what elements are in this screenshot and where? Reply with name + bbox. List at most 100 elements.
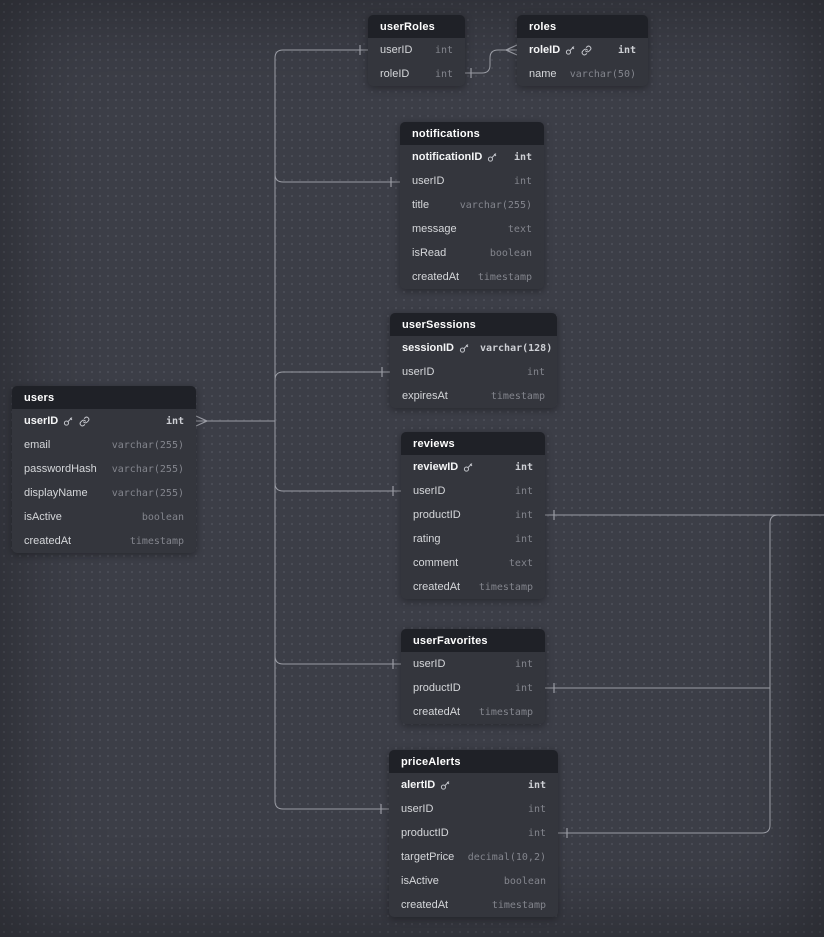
table-header[interactable]: users	[12, 386, 196, 409]
table-reviews[interactable]: reviews reviewID int userID int productID int r…	[401, 432, 545, 599]
table-title: notifications	[412, 127, 480, 140]
field-row-reviews-comment[interactable]: comment text	[401, 551, 545, 575]
field-type: timestamp	[478, 706, 533, 718]
field-row-roles-name[interactable]: name varchar(50)	[517, 62, 648, 86]
field-row-users-email[interactable]: email varchar(255)	[12, 433, 196, 457]
table-userSessions[interactable]: userSessions sessionID varchar(128) userID i…	[390, 313, 557, 408]
field-row-priceAlerts-targetPrice[interactable]: targetPrice decimal(10,2)	[389, 845, 558, 869]
field-name: roleID	[529, 44, 561, 56]
field-row-userRoles-userID[interactable]: userID int	[368, 38, 465, 62]
field-row-reviews-productID[interactable]: productID int	[401, 503, 545, 527]
field-type: int	[527, 827, 546, 839]
table-userFavorites[interactable]: userFavorites userID int productID int create…	[401, 629, 545, 724]
field-name: userID	[24, 415, 59, 427]
field-name: targetPrice	[401, 851, 455, 863]
field-type: int	[527, 779, 546, 791]
field-row-users-displayName[interactable]: displayName varchar(255)	[12, 481, 196, 505]
field-row-userFavorites-productID[interactable]: productID int	[401, 676, 545, 700]
field-row-userRoles-roleID[interactable]: roleID int	[368, 62, 465, 86]
field-row-notifications-createdAt[interactable]: createdAt timestamp	[400, 265, 544, 289]
field-type: varchar(255)	[111, 463, 184, 475]
table-notifications[interactable]: notifications notificationID int userID int t…	[400, 122, 544, 289]
field-name: isActive	[24, 511, 62, 523]
field-row-priceAlerts-alertID[interactable]: alertID int	[389, 773, 558, 797]
field-name: isActive	[401, 875, 439, 887]
field-name: createdAt	[413, 581, 461, 593]
field-type: decimal(10,2)	[467, 851, 546, 863]
field-name: productID	[401, 827, 449, 839]
relationship-line[interactable]	[196, 49, 368, 422]
field-row-roles-roleID[interactable]: roleID int	[517, 38, 648, 62]
relationship-line[interactable]	[274, 655, 401, 665]
field-row-notifications-title[interactable]: title varchar(255)	[400, 193, 544, 217]
field-row-userFavorites-createdAt[interactable]: createdAt timestamp	[401, 700, 545, 724]
field-row-reviews-rating[interactable]: rating int	[401, 527, 545, 551]
field-row-notifications-isRead[interactable]: isRead boolean	[400, 241, 544, 265]
field-type: timestamp	[490, 390, 545, 402]
field-row-reviews-createdAt[interactable]: createdAt timestamp	[401, 575, 545, 599]
field-row-priceAlerts-createdAt[interactable]: createdAt timestamp	[389, 893, 558, 917]
field-row-reviews-userID[interactable]: userID int	[401, 479, 545, 503]
field-row-priceAlerts-isActive[interactable]: isActive boolean	[389, 869, 558, 893]
field-type: int	[434, 68, 453, 80]
link-icon	[581, 45, 592, 56]
table-header[interactable]: userRoles	[368, 15, 465, 38]
field-type: varchar(255)	[459, 199, 532, 211]
field-type: int	[514, 461, 533, 473]
field-type: varchar(255)	[111, 439, 184, 451]
table-header[interactable]: notifications	[400, 122, 544, 145]
relationship-line[interactable]	[558, 514, 779, 834]
field-name: userID	[402, 366, 435, 378]
field-type: int	[513, 175, 532, 187]
field-name: createdAt	[24, 535, 72, 547]
table-title: users	[24, 391, 55, 404]
field-name: alertID	[401, 779, 436, 791]
field-type: int	[514, 509, 533, 521]
field-type: int	[514, 682, 533, 694]
field-type: varchar(50)	[569, 68, 636, 80]
field-row-users-isActive[interactable]: isActive boolean	[12, 505, 196, 529]
table-priceAlerts[interactable]: priceAlerts alertID int userID int productID i…	[389, 750, 558, 917]
table-header[interactable]: roles	[517, 15, 648, 38]
field-row-users-userID[interactable]: userID int	[12, 409, 196, 433]
table-header[interactable]: priceAlerts	[389, 750, 558, 773]
relationship-line[interactable]	[274, 421, 389, 810]
relationship-line[interactable]	[465, 49, 517, 74]
key-icon	[440, 780, 451, 791]
table-users[interactable]: users userID int email varchar(255) passwordH…	[12, 386, 196, 553]
field-type: timestamp	[491, 899, 546, 911]
many-chevron-marker	[504, 44, 518, 56]
field-row-userFavorites-userID[interactable]: userID int	[401, 652, 545, 676]
table-header[interactable]: userSessions	[390, 313, 557, 336]
field-name: createdAt	[412, 271, 460, 283]
field-name: userID	[380, 44, 413, 56]
table-header[interactable]: reviews	[401, 432, 545, 455]
field-row-notifications-notificationID[interactable]: notificationID int	[400, 145, 544, 169]
field-row-priceAlerts-productID[interactable]: productID int	[389, 821, 558, 845]
field-name: productID	[413, 682, 461, 694]
field-name: expiresAt	[402, 390, 448, 402]
table-header[interactable]: userFavorites	[401, 629, 545, 652]
table-roles[interactable]: roles roleID int name varchar(50)	[517, 15, 648, 86]
field-row-notifications-userID[interactable]: userID int	[400, 169, 544, 193]
field-row-reviews-reviewID[interactable]: reviewID int	[401, 455, 545, 479]
field-row-users-passwordHash[interactable]: passwordHash varchar(255)	[12, 457, 196, 481]
field-row-userSessions-userID[interactable]: userID int	[390, 360, 557, 384]
field-name: email	[24, 439, 51, 451]
table-userRoles[interactable]: userRoles userID int roleID int	[368, 15, 465, 86]
field-name: userID	[413, 485, 446, 497]
field-name: createdAt	[413, 706, 461, 718]
field-name: rating	[413, 533, 441, 545]
field-row-userSessions-expiresAt[interactable]: expiresAt timestamp	[390, 384, 557, 408]
field-row-priceAlerts-userID[interactable]: userID int	[389, 797, 558, 821]
field-row-userSessions-sessionID[interactable]: sessionID varchar(128)	[390, 336, 557, 360]
field-row-notifications-message[interactable]: message text	[400, 217, 544, 241]
field-type: timestamp	[478, 581, 533, 593]
field-type: varchar(255)	[111, 487, 184, 499]
relationship-line[interactable]	[274, 371, 390, 381]
relationship-line[interactable]	[274, 482, 401, 492]
field-row-users-createdAt[interactable]: createdAt timestamp	[12, 529, 196, 553]
field-type: int	[514, 658, 533, 670]
relationship-line[interactable]	[274, 173, 400, 183]
